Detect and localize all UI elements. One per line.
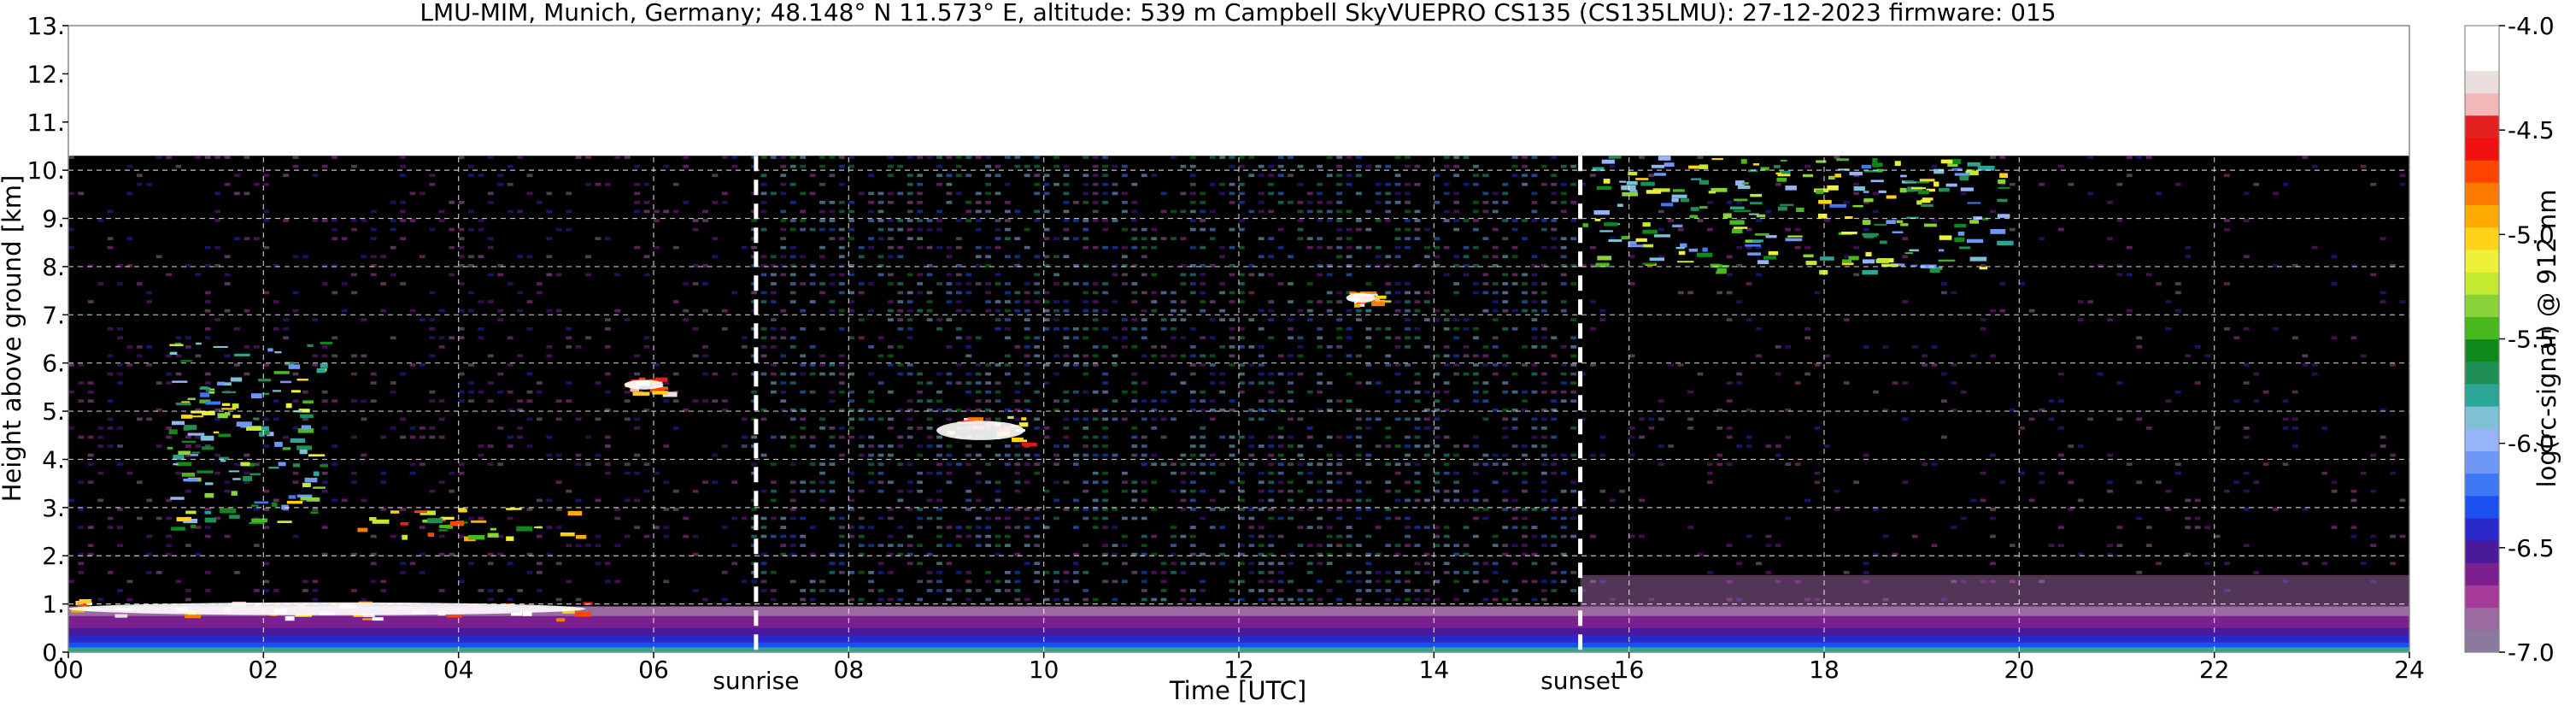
x-tick-label: 22 — [2199, 656, 2230, 684]
colorbar-segment — [2465, 271, 2499, 295]
x-tick-label: 20 — [2004, 656, 2035, 684]
y-tick-label: 0. — [42, 638, 65, 667]
colorbar-segment — [2465, 204, 2499, 228]
colorbar-segment — [2465, 473, 2499, 497]
colorbar-segment — [2465, 361, 2499, 385]
colorbar-segment — [2465, 607, 2499, 631]
colorbar-segment — [2465, 495, 2499, 519]
y-tick-label: 6. — [42, 350, 65, 378]
y-axis: 0. 1. 2. 3. 4. 5. 6. 7. 8. 9. 10. 11. 12. 13. — [26, 12, 68, 667]
x-tick-label: 00 — [53, 656, 84, 684]
colorbar-segment — [2465, 182, 2499, 206]
x-tick-label: 14 — [1419, 656, 1450, 684]
colorbar-segment — [2465, 70, 2499, 94]
colorbar-segment — [2465, 249, 2499, 273]
sunset-label: sunset — [1540, 667, 1620, 695]
feature-cloud-streak — [167, 341, 333, 531]
y-tick-label: 4. — [42, 445, 65, 474]
x-tick-label: 08 — [834, 656, 865, 684]
x-tick-label: 16 — [1614, 656, 1645, 684]
y-tick-label: 7. — [42, 301, 65, 329]
colorbar-segment — [2465, 115, 2499, 138]
colorbar-segment — [2465, 338, 2499, 362]
y-tick-label: 1. — [42, 591, 65, 619]
colorbar-tick-label: -7.0 — [2508, 638, 2555, 667]
annotations: sunrise sunset — [713, 156, 1620, 695]
grid — [68, 26, 2409, 652]
colorbar-segment — [2465, 428, 2499, 451]
colorbar-tick-label: -6.5 — [2508, 534, 2555, 562]
y-tick-label: 13. — [26, 12, 65, 40]
y-tick-label: 3. — [42, 494, 65, 522]
colorbar: -7.0 -6.5 -6.0 -5.5 -5.0 -4.5 -4.0 — [2464, 12, 2555, 667]
x-tick-label: 18 — [1809, 656, 1840, 684]
y-tick-label: 8. — [42, 253, 65, 281]
x-tick-label: 02 — [249, 656, 279, 684]
colorbar-segment — [2465, 137, 2499, 161]
x-tick-label: 04 — [443, 656, 474, 684]
chart-title: LMU-MIM, Munich, Germany; 48.148° N 11.5… — [420, 0, 2056, 26]
colorbar-tick-label: -6.0 — [2508, 430, 2555, 458]
colorbar-segment — [2465, 383, 2499, 407]
y-axis-label: Height above ground [km] — [0, 175, 26, 503]
y-tick-label: 9. — [42, 205, 65, 233]
colorbar-segment — [2465, 406, 2499, 429]
feature-cloud-patch — [1346, 291, 1392, 308]
x-tick-label: 06 — [638, 656, 669, 684]
colorbar-tick-label: -4.0 — [2508, 12, 2555, 40]
colorbar-segment — [2465, 517, 2499, 541]
boundary-haze — [1580, 574, 2409, 607]
feature-cloud-patch — [936, 415, 1037, 447]
y-tick-label: 5. — [42, 397, 65, 426]
colorbar-segment — [2465, 92, 2499, 116]
y-tick-label: 12. — [26, 60, 65, 88]
x-axis: 00 02 04 06 08 10 12 14 16 18 20 22 24 — [53, 652, 2425, 684]
colorbar-segment — [2465, 294, 2499, 317]
x-tick-label: 10 — [1029, 656, 1059, 684]
colorbar-segment — [2465, 160, 2499, 183]
colorbar-tick-label: -5.5 — [2508, 326, 2555, 354]
y-tick-label: 2. — [42, 542, 65, 570]
colorbar-segment — [2465, 540, 2499, 563]
colorbar-label: log(rc-signal) @ 912 nm — [2532, 190, 2561, 488]
x-axis-label: Time [UTC] — [1169, 676, 1306, 705]
colorbar-segment — [2465, 227, 2499, 250]
sunrise-label: sunrise — [713, 667, 799, 695]
colorbar-tick-label: -5.0 — [2508, 221, 2555, 249]
feature-mid-level-cloud — [357, 508, 587, 542]
colorbar-segment — [2465, 585, 2499, 609]
y-tick-label: 10. — [26, 156, 65, 185]
colorbar-segment — [2465, 316, 2499, 340]
colorbar-segment — [2465, 26, 2499, 49]
colorbar-segment — [2465, 629, 2499, 653]
y-tick-label: 11. — [26, 109, 65, 137]
x-tick-label: 24 — [2394, 656, 2425, 684]
x-tick-label: 12 — [1223, 656, 1254, 684]
colorbar-tick-label: -4.5 — [2508, 116, 2555, 144]
colorbar-segment — [2465, 48, 2499, 71]
colorbar-segment — [2465, 562, 2499, 586]
colorbar-segment — [2465, 450, 2499, 474]
